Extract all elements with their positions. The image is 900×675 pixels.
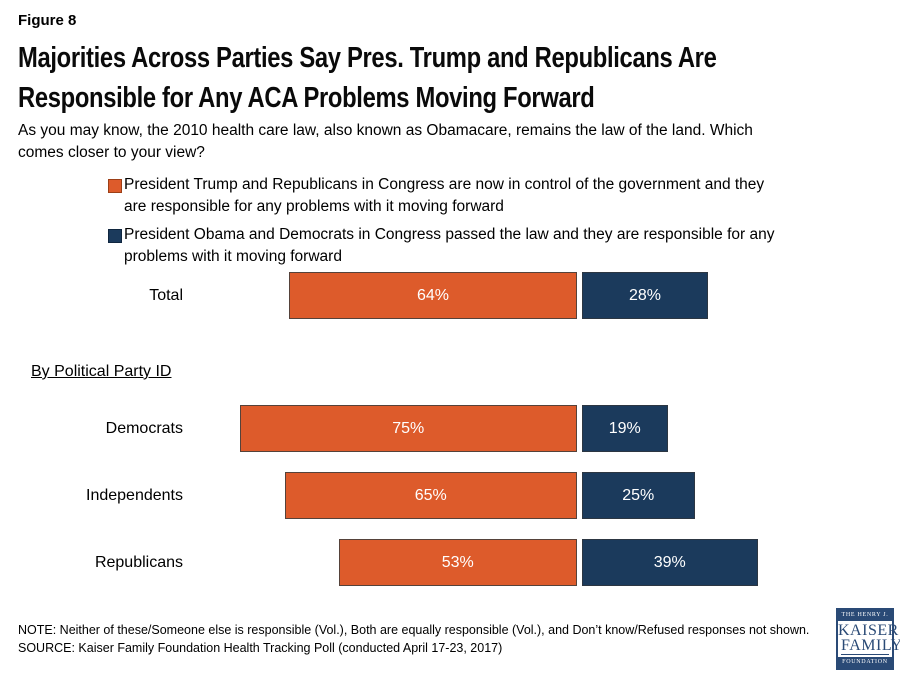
obama-bar-republicans: 39% (582, 539, 758, 586)
bar-value: 53% (441, 553, 474, 571)
section-label-party-id: By Political Party ID (31, 363, 172, 380)
logo-top-band: THE HENRY J. (838, 610, 892, 621)
source-text: SOURCE: Kaiser Family Foundation Health … (18, 641, 503, 655)
bar-value: 28% (628, 286, 662, 304)
trump-bar-independents: 65% (284, 472, 577, 519)
bar-row-independents: Independents 65% 25% (0, 472, 900, 519)
obama-bar-democrats: 19% (582, 405, 668, 452)
logo-bottom-band: FOUNDATION (838, 657, 892, 668)
legend-label-trump: President Trump and Republicans in Congr… (124, 176, 765, 215)
legend-swatch-orange-icon (108, 179, 122, 193)
logo-family-text: FAMILY (841, 637, 900, 655)
row-label-total: Total (149, 287, 183, 304)
logo-kaiser-text: KAISER (838, 622, 899, 639)
logo-middle: KAISER FAMILY (838, 621, 900, 657)
title-line-1: Majorities Across Parties Say Pres. Trum… (18, 42, 717, 74)
bar-value: 19% (608, 419, 641, 437)
page-title: Majorities Across Parties Say Pres. Trum… (18, 38, 870, 118)
row-label-republicans: Republicans (94, 554, 183, 571)
trump-bar-total: 64% (289, 272, 577, 319)
row-label-democrats: Democrats (105, 420, 183, 437)
bar-value: 65% (414, 486, 447, 504)
kff-logo: THE HENRY J. KAISER FAMILY FOUNDATION (836, 608, 900, 670)
chart-legend: President Trump and Republicans in Congr… (108, 174, 775, 274)
bar-value: 25% (622, 486, 655, 504)
bar-row-democrats: Democrats 75% 19% (0, 405, 900, 452)
note-text: NOTE: Neither of these/Someone else is r… (18, 623, 810, 637)
bar-row-republicans: Republicans 53% 39% (0, 539, 900, 586)
bar-row-total: Total 64% 28% (0, 272, 900, 319)
title-line-2: Responsible for Any ACA Problems Moving … (18, 82, 595, 114)
row-label-independents: Independents (86, 487, 183, 504)
bar-value: 39% (653, 553, 686, 571)
obama-bar-independents: 25% (582, 472, 695, 519)
legend-label-obama: President Obama and Democrats in Congres… (124, 226, 775, 265)
trump-bar-republicans: 53% (338, 539, 577, 586)
legend-item-trump: President Trump and Republicans in Congr… (108, 174, 775, 218)
bar-value: 64% (416, 286, 450, 304)
trump-bar-democrats: 75% (239, 405, 577, 452)
figure-label: Figure 8 (18, 12, 77, 29)
footer-notes: NOTE: Neither of these/Someone else is r… (18, 621, 809, 657)
survey-question-text: As you may know, the 2010 health care la… (18, 122, 753, 161)
obama-bar-total: 28% (582, 272, 708, 319)
legend-item-obama: President Obama and Democrats in Congres… (108, 224, 775, 268)
legend-swatch-navy-icon (108, 229, 122, 243)
bar-value: 75% (392, 419, 425, 437)
